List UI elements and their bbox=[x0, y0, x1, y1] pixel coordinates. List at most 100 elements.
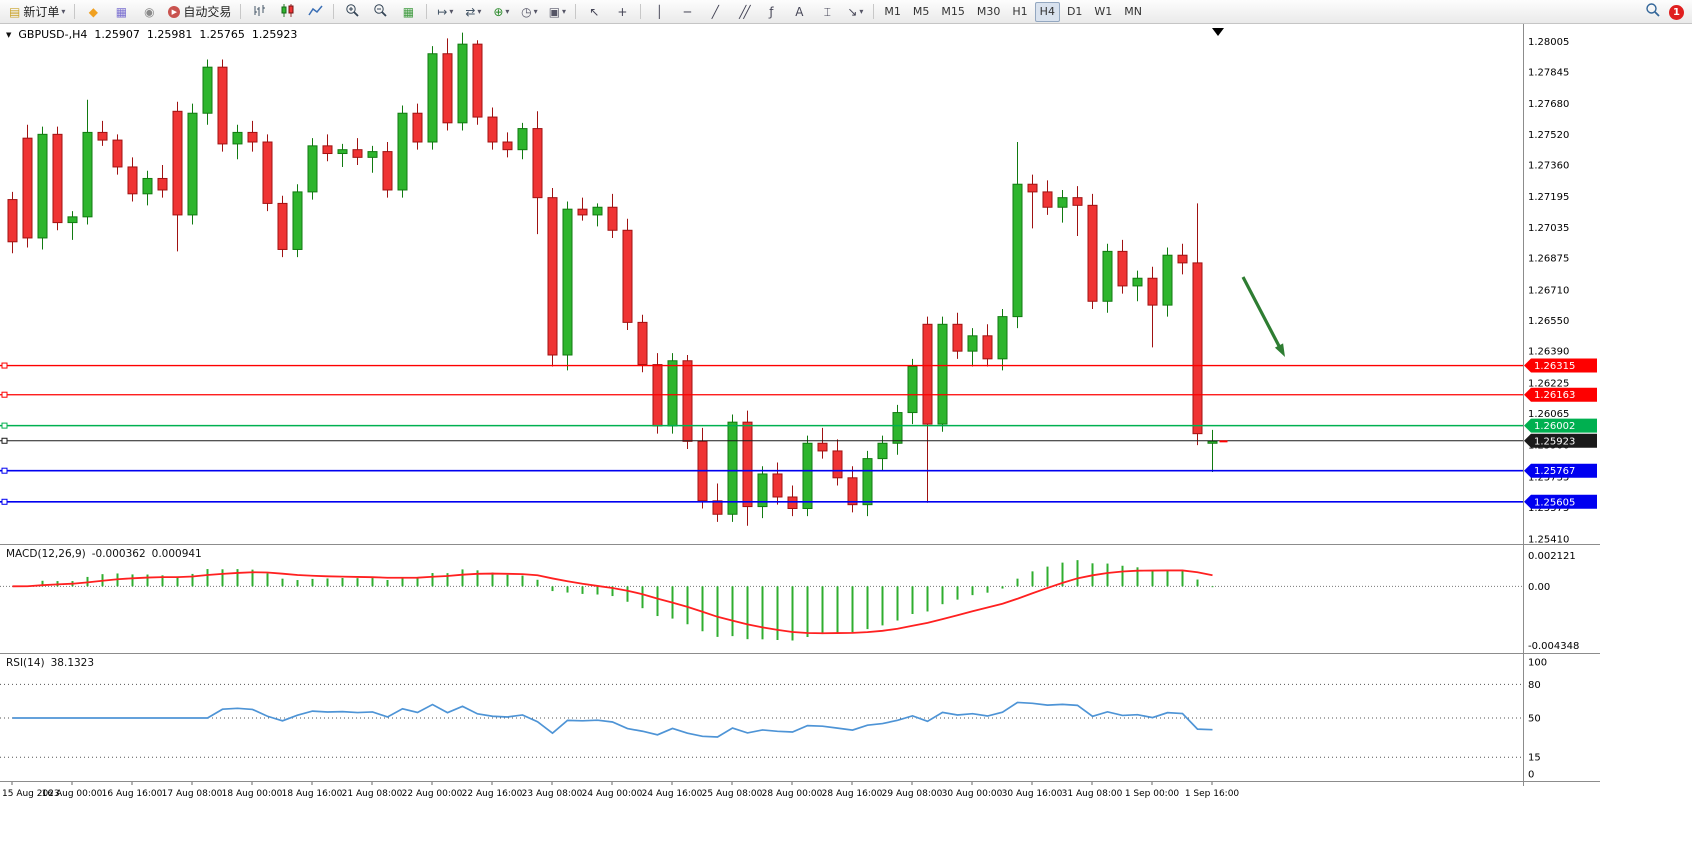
templates-icon: ▣ bbox=[548, 4, 561, 19]
price-tag-1.26163[interactable] bbox=[1524, 387, 1597, 402]
fibonacci-button[interactable]: ƒ bbox=[758, 1, 784, 23]
candlestick-chart-button[interactable] bbox=[274, 1, 300, 23]
new-order-button[interactable]: ▤ 新订单 ▾ bbox=[5, 1, 69, 23]
level-handle[interactable] bbox=[1, 391, 8, 398]
periods-button[interactable]: ◷ ▾ bbox=[516, 1, 542, 23]
macd-title: MACD(12,26,9) bbox=[6, 548, 86, 560]
price-axis-label: 1.27520 bbox=[1528, 130, 1569, 141]
autotrading-button[interactable]: ▶ 自动交易 bbox=[164, 1, 235, 23]
timeframe-button-MN[interactable]: MN bbox=[1124, 5, 1143, 18]
time-axis-label: 18 Aug 00:00 bbox=[222, 789, 283, 799]
horizontal-line-button[interactable]: ─ bbox=[674, 1, 700, 23]
collapse-triangle-icon[interactable]: ▼ bbox=[6, 30, 12, 39]
templates-button[interactable]: ▣ ▾ bbox=[544, 1, 570, 23]
price-axis-label: 1.27360 bbox=[1528, 161, 1569, 172]
auto-scroll-button[interactable]: ↦ ▾ bbox=[432, 1, 458, 23]
candle-body bbox=[1057, 197, 1068, 208]
text-label-icon: ⌶ bbox=[823, 4, 831, 19]
price-axis-label: 1.26550 bbox=[1528, 316, 1569, 327]
pane-divider[interactable] bbox=[0, 653, 1600, 654]
timeframe-button-M1[interactable]: M1 bbox=[884, 5, 901, 18]
text-label-button[interactable]: ⌶ bbox=[814, 1, 840, 23]
candle-body bbox=[172, 110, 183, 216]
price-tag-1.25923[interactable] bbox=[1524, 433, 1597, 448]
macd-signal-line bbox=[12, 569, 1213, 635]
navigator-button[interactable]: ◉ bbox=[136, 1, 162, 23]
candle-body bbox=[1042, 191, 1053, 208]
candle-body bbox=[757, 473, 768, 508]
separator bbox=[640, 4, 642, 19]
time-axis-label: 1 Sep 16:00 bbox=[1185, 789, 1240, 799]
timeframe-button-M5[interactable]: M5 bbox=[912, 5, 930, 18]
notification-badge[interactable]: 1 bbox=[1669, 4, 1684, 20]
price-tag-1.26315[interactable] bbox=[1524, 358, 1597, 373]
price-axis-label: 1.27845 bbox=[1528, 67, 1569, 78]
text-button[interactable]: A bbox=[786, 1, 812, 23]
indicators-button[interactable]: ⊕ ▾ bbox=[488, 1, 514, 23]
timeframe-button-M30[interactable]: M30 bbox=[976, 5, 1001, 18]
navigator-icon: ◉ bbox=[144, 4, 155, 19]
candle-body bbox=[412, 112, 423, 143]
candlestick-icon bbox=[280, 3, 295, 21]
time-axis-label: 22 Aug 16:00 bbox=[462, 789, 523, 799]
level-handle[interactable] bbox=[1, 437, 8, 444]
search-icon[interactable] bbox=[1645, 2, 1661, 22]
price-tag-1.25605[interactable] bbox=[1524, 494, 1597, 509]
timeframe-button-W1[interactable]: W1 bbox=[1094, 5, 1113, 18]
tile-windows-button[interactable]: ▦ bbox=[395, 1, 421, 23]
fibonacci-icon: ƒ bbox=[769, 4, 774, 19]
zoom-out-button[interactable] bbox=[367, 1, 393, 23]
candle-body bbox=[727, 421, 738, 515]
level-handle[interactable] bbox=[1, 362, 8, 369]
timeframe-button-H4[interactable]: H4 bbox=[1034, 1, 1060, 22]
time-axis-label: 31 Aug 08:00 bbox=[1062, 789, 1123, 799]
separator bbox=[333, 4, 335, 19]
chart-shift-button[interactable]: ⇄ ▾ bbox=[460, 1, 486, 23]
time-axis-label: 25 Aug 08:00 bbox=[702, 789, 763, 799]
candle-body bbox=[832, 450, 843, 479]
time-axis-label: 24 Aug 16:00 bbox=[642, 789, 703, 799]
level-handle[interactable] bbox=[1, 422, 8, 429]
annotation-arrow[interactable] bbox=[1241, 276, 1281, 347]
chevron-down-icon: ▾ bbox=[477, 7, 482, 16]
pane-divider[interactable] bbox=[0, 544, 1600, 545]
trendline-button[interactable]: ╱ bbox=[702, 1, 728, 23]
crosshair-button[interactable]: + bbox=[609, 1, 635, 23]
timeframe-button-D1[interactable]: D1 bbox=[1066, 5, 1083, 18]
data-window-button[interactable]: ▦ bbox=[108, 1, 134, 23]
cursor-button[interactable]: ↖ bbox=[581, 1, 607, 23]
arrows-button[interactable]: ↘ ▾ bbox=[842, 1, 868, 23]
trendline-icon: ╱ bbox=[711, 4, 719, 19]
candle-body bbox=[742, 421, 753, 508]
main-chart[interactable]: 1.28005 1.27845 1.27680 1.27520 1.27360 1.271… bbox=[0, 24, 1600, 544]
market-watch-button[interactable]: ◆ bbox=[80, 1, 106, 23]
candle-body bbox=[712, 500, 723, 515]
rsi-value: 38.1323 bbox=[50, 657, 95, 669]
candle-body bbox=[847, 477, 858, 506]
price-tag-1.25767[interactable] bbox=[1524, 463, 1597, 478]
price-tag-1.26002[interactable] bbox=[1524, 418, 1597, 433]
timeframe-button-H1[interactable]: H1 bbox=[1012, 5, 1028, 18]
line-chart-button[interactable] bbox=[302, 1, 328, 23]
chart-shift-marker[interactable] bbox=[1212, 28, 1224, 36]
macd-label: MACD(12,26,9) -0.000362 0.000941 bbox=[6, 548, 202, 560]
candle-body bbox=[592, 206, 603, 216]
macd-pane[interactable]: 0.002121 0.00 -0.004348 bbox=[0, 545, 1600, 653]
bar-chart-button[interactable] bbox=[246, 1, 272, 23]
equidistant-channel-button[interactable]: ╱╱ bbox=[730, 1, 756, 23]
level-handle[interactable] bbox=[1, 498, 8, 505]
timeframe-button-M15[interactable]: M15 bbox=[941, 5, 965, 18]
toolbar: ▤ 新订单 ▾ ◆ ▦ ◉ ▶ 自动交易 ▦ ↦ ▾ ⇄ ▾ bbox=[0, 0, 1692, 24]
candle-body bbox=[292, 191, 303, 250]
candle-body bbox=[1177, 254, 1188, 264]
rsi-axis-label: 100 bbox=[1528, 658, 1547, 669]
candle-body bbox=[682, 360, 693, 442]
rsi-pane[interactable]: 100 80 50 15 0 bbox=[0, 654, 1600, 781]
candle-body bbox=[877, 442, 888, 460]
chevron-down-icon: ▾ bbox=[61, 7, 66, 16]
zoom-in-button[interactable] bbox=[339, 1, 365, 23]
time-axis-label: 18 Aug 16:00 bbox=[282, 789, 343, 799]
vertical-line-button[interactable]: │ bbox=[646, 1, 672, 23]
level-handle[interactable] bbox=[1, 467, 8, 474]
